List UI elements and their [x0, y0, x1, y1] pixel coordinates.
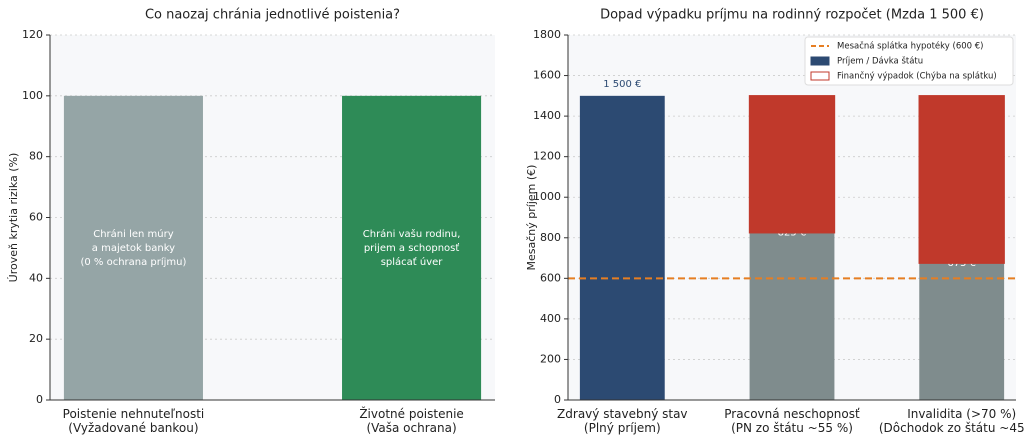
y-tick-label: 40 [29, 271, 43, 284]
bar [342, 95, 482, 400]
y-tick-label: 1200 [533, 150, 561, 163]
x-tick-label: Poistenie nehnuteľnosti (Vyžadované banko… [63, 407, 205, 435]
y-tick-label: 100 [22, 89, 43, 102]
bar-segment [579, 95, 665, 400]
bar-text: Chráni len múry a majetok banky (0 % ochra… [80, 228, 186, 268]
y-axis-label: Mesačný príjem (€) [525, 165, 538, 271]
y-tick-label: 120 [22, 28, 43, 41]
legend-box [804, 36, 1014, 86]
y-tick-label: 1400 [533, 109, 561, 122]
x-tick-label: Pracovná neschopnosť (PN zo štátu ~55 %) [724, 407, 860, 435]
y-tick-label: 400 [540, 312, 561, 325]
bar-segment [749, 232, 835, 400]
bar [63, 95, 203, 400]
y-tick-label: 0 [554, 393, 561, 406]
chart-title: Dopad výpadku príjmu na rodinný rozpočet… [600, 8, 984, 23]
y-tick-label: 1000 [533, 190, 561, 203]
x-tick-label: Životné poistenie (Vaša ochrana) [359, 406, 463, 435]
x-tick-label: Zdravý stavebný stav (Plný príjem) [557, 407, 688, 435]
y-tick-label: 60 [29, 211, 43, 224]
legend-swatch [810, 56, 830, 66]
y-tick-label: 1600 [533, 69, 561, 82]
legend-label: Finančný výpadok (Chýba na splátku) [837, 71, 997, 82]
legend-label: Príjem / Dávka štátu [837, 56, 923, 67]
y-tick-label: 200 [540, 352, 561, 365]
bar-segment [748, 95, 836, 234]
data-label: 1 500 € [603, 79, 641, 90]
y-tick-label: 600 [540, 271, 561, 284]
y-tick-label: 0 [36, 393, 43, 406]
bar-text: Chráni vašu rodinu, prijem a schopnosť spl… [363, 228, 461, 268]
chart-title: Co naozaj chránia jednotlivé poistenia? [145, 8, 400, 23]
y-tick-label: 20 [29, 332, 43, 345]
legend-swatch [810, 71, 830, 81]
y-axis-label: Úroveň krytia rizika (%) [7, 153, 20, 283]
y-tick-label: 1800 [533, 28, 561, 41]
bar-segment [919, 263, 1005, 400]
y-tick-label: 80 [29, 150, 43, 163]
x-tick-label: Invalidita (>70 %) (Dôchodok zo štátu ~45… [879, 407, 1024, 435]
legend-label: Mesačná splátka hypotéky (600 €) [837, 41, 983, 52]
y-tick-label: 800 [540, 231, 561, 244]
bar-segment [918, 95, 1005, 264]
